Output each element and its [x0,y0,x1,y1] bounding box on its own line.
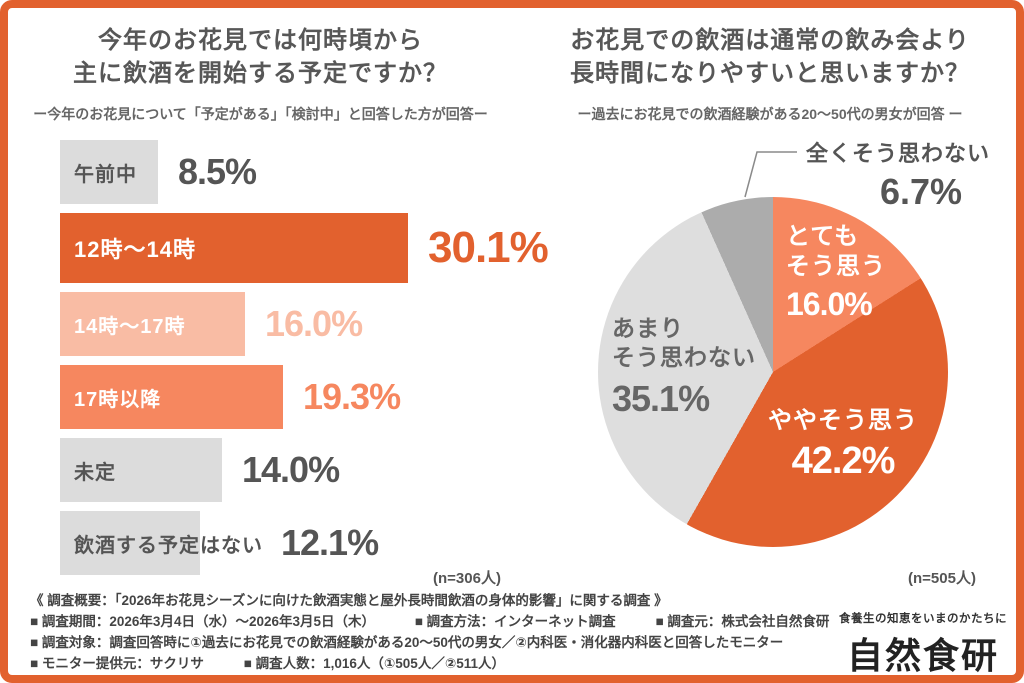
pie-slice-label-not-much: あまり そう思わない 35.1% [612,315,756,419]
pie-slice-value: 42.2% [791,440,896,482]
pie-chart-title-line1: お花見での飲酒は通常の飲み会より [570,27,970,54]
bar-row-morning: 午前中 8.5% [60,140,520,204]
pie-slice-value: 16.0% [786,286,873,322]
pie-chart-title-line2: 長時間になりやすいと思いますか？ [570,60,970,87]
pie-chart-subtitle: ー過去にお花見での飲酒経験がある20〜50代の男女が回答 ー [577,106,963,122]
bar-row-12-14: 12時〜14時 30.1% [60,213,549,283]
pie-slice-label: 全くそう思わない [805,141,990,166]
bar-chart-title-line2: 主に飲酒を開始する予定ですか？ [73,60,448,87]
bar-row-after-17: 17時以降 19.3% [60,365,520,429]
sample-size-left: (n=306人) [433,570,501,587]
pie-slice-label-somewhat: ややそう思う 42.2% [753,406,933,483]
bar-category-label: 飲酒する予定はない [74,534,263,557]
pie-chart-title: お花見での飲酒は通常の飲み会より 長時間になりやすいと思いますか？ [520,24,1016,90]
survey-monitor-provider: ■ モニター提供元：サクリサ [30,656,204,671]
bar-category-label: 午前中 [74,163,137,186]
logo-name: 自然食研 [846,636,999,676]
logo-tagline: 食養生の知恵をいまのかたちに [839,613,1007,625]
bar-category-label: 17時以降 [74,388,162,411]
bar-category-label: 未定 [74,461,116,484]
survey-detail-line: ■ 調査期間：2026年3月4日（水）〜2026年3月5日（木） ■ 調査方法：… [30,613,830,634]
survey-period: ■ 調査期間：2026年3月4日（水）〜2026年3月5日（木） [30,614,376,629]
bar-fill-no-drinking-plan: 飲酒する予定はない [60,511,262,575]
survey-method: ■ 調査方法：インターネット調査 [414,614,616,629]
bar-chart-title: 今年のお花見では何時頃から 主に飲酒を開始する予定ですか？ [8,24,513,90]
bar-fill-14-17: 14時〜17時 [60,292,245,356]
survey-detail-line: ■ 調査対象：調査回答時に①過去にお花見での飲酒経験がある20〜50代の男女／②… [30,634,830,655]
bar-value-label: 16.0% [265,303,363,344]
bar-row-no-drinking-plan: 飲酒する予定はない 12.1% [60,511,520,575]
pie-callout-not-at-all: 全くそう思わない 6.7% [790,136,990,213]
survey-target: ■ 調査対象：調査回答時に①過去にお花見での飲酒経験がある20〜50代の男女／②… [30,635,784,650]
survey-source: ■ 調査元：株式会社自然食研 [655,614,830,629]
bar-chart-title-line1: 今年のお花見では何時頃から [98,27,423,54]
bar-fill-morning: 午前中 [60,140,158,204]
bar-value-label: 14.0% [242,449,340,490]
bar-value-label: 19.3% [303,376,401,417]
bar-value-label: 8.5% [178,151,257,192]
bar-fill-after-17: 17時以降 [60,365,283,429]
pie-slice-label-very: とても そう思う 16.0% [786,223,886,322]
bar-row-undecided: 未定 14.0% [60,438,520,502]
survey-overview-title: 《 調査概要：「2026年お花見シーズンに向けた飲酒実態と屋外長時間飲酒の身体的… [30,593,668,608]
bar-value-label: 12.1% [281,522,379,563]
pie-chart [598,197,948,547]
bar-category-label: 12時〜14時 [74,237,196,262]
bar-category-label: 14時〜17時 [74,315,186,338]
pie-slice-value: 35.1% [612,378,710,419]
survey-respondent-count: ■ 調査人数：1,016人（①505人／②511人） [243,656,506,671]
sample-size-right: (n=505人) [908,570,976,587]
bar-row-14-17: 14時〜17時 16.0% [60,292,520,356]
survey-detail-line: ■ モニター提供元：サクリサ ■ 調査人数：1,016人（①505人／②511人… [30,655,830,675]
survey-overview: 《 調査概要：「2026年お花見シーズンに向けた飲酒実態と屋外長時間飲酒の身体的… [30,592,830,675]
pie-slice-value: 6.7% [879,171,962,212]
bar-chart-subtitle: ー今年のお花見について「予定がある」「検討中」と回答した方が回答ー [33,106,488,122]
bar-value-label: 30.1% [428,223,549,272]
bar-fill-undecided: 未定 [60,438,222,502]
pie-callout-line [744,151,797,198]
bar-chart: 午前中 8.5% 12時〜14時 30.1% 14時〜17時 16.0% 17時… [60,140,549,584]
company-logo: 食養生の知恵をいまのかたちに 自然食研 [828,610,1016,676]
bar-fill-12-14: 12時〜14時 [60,213,408,283]
